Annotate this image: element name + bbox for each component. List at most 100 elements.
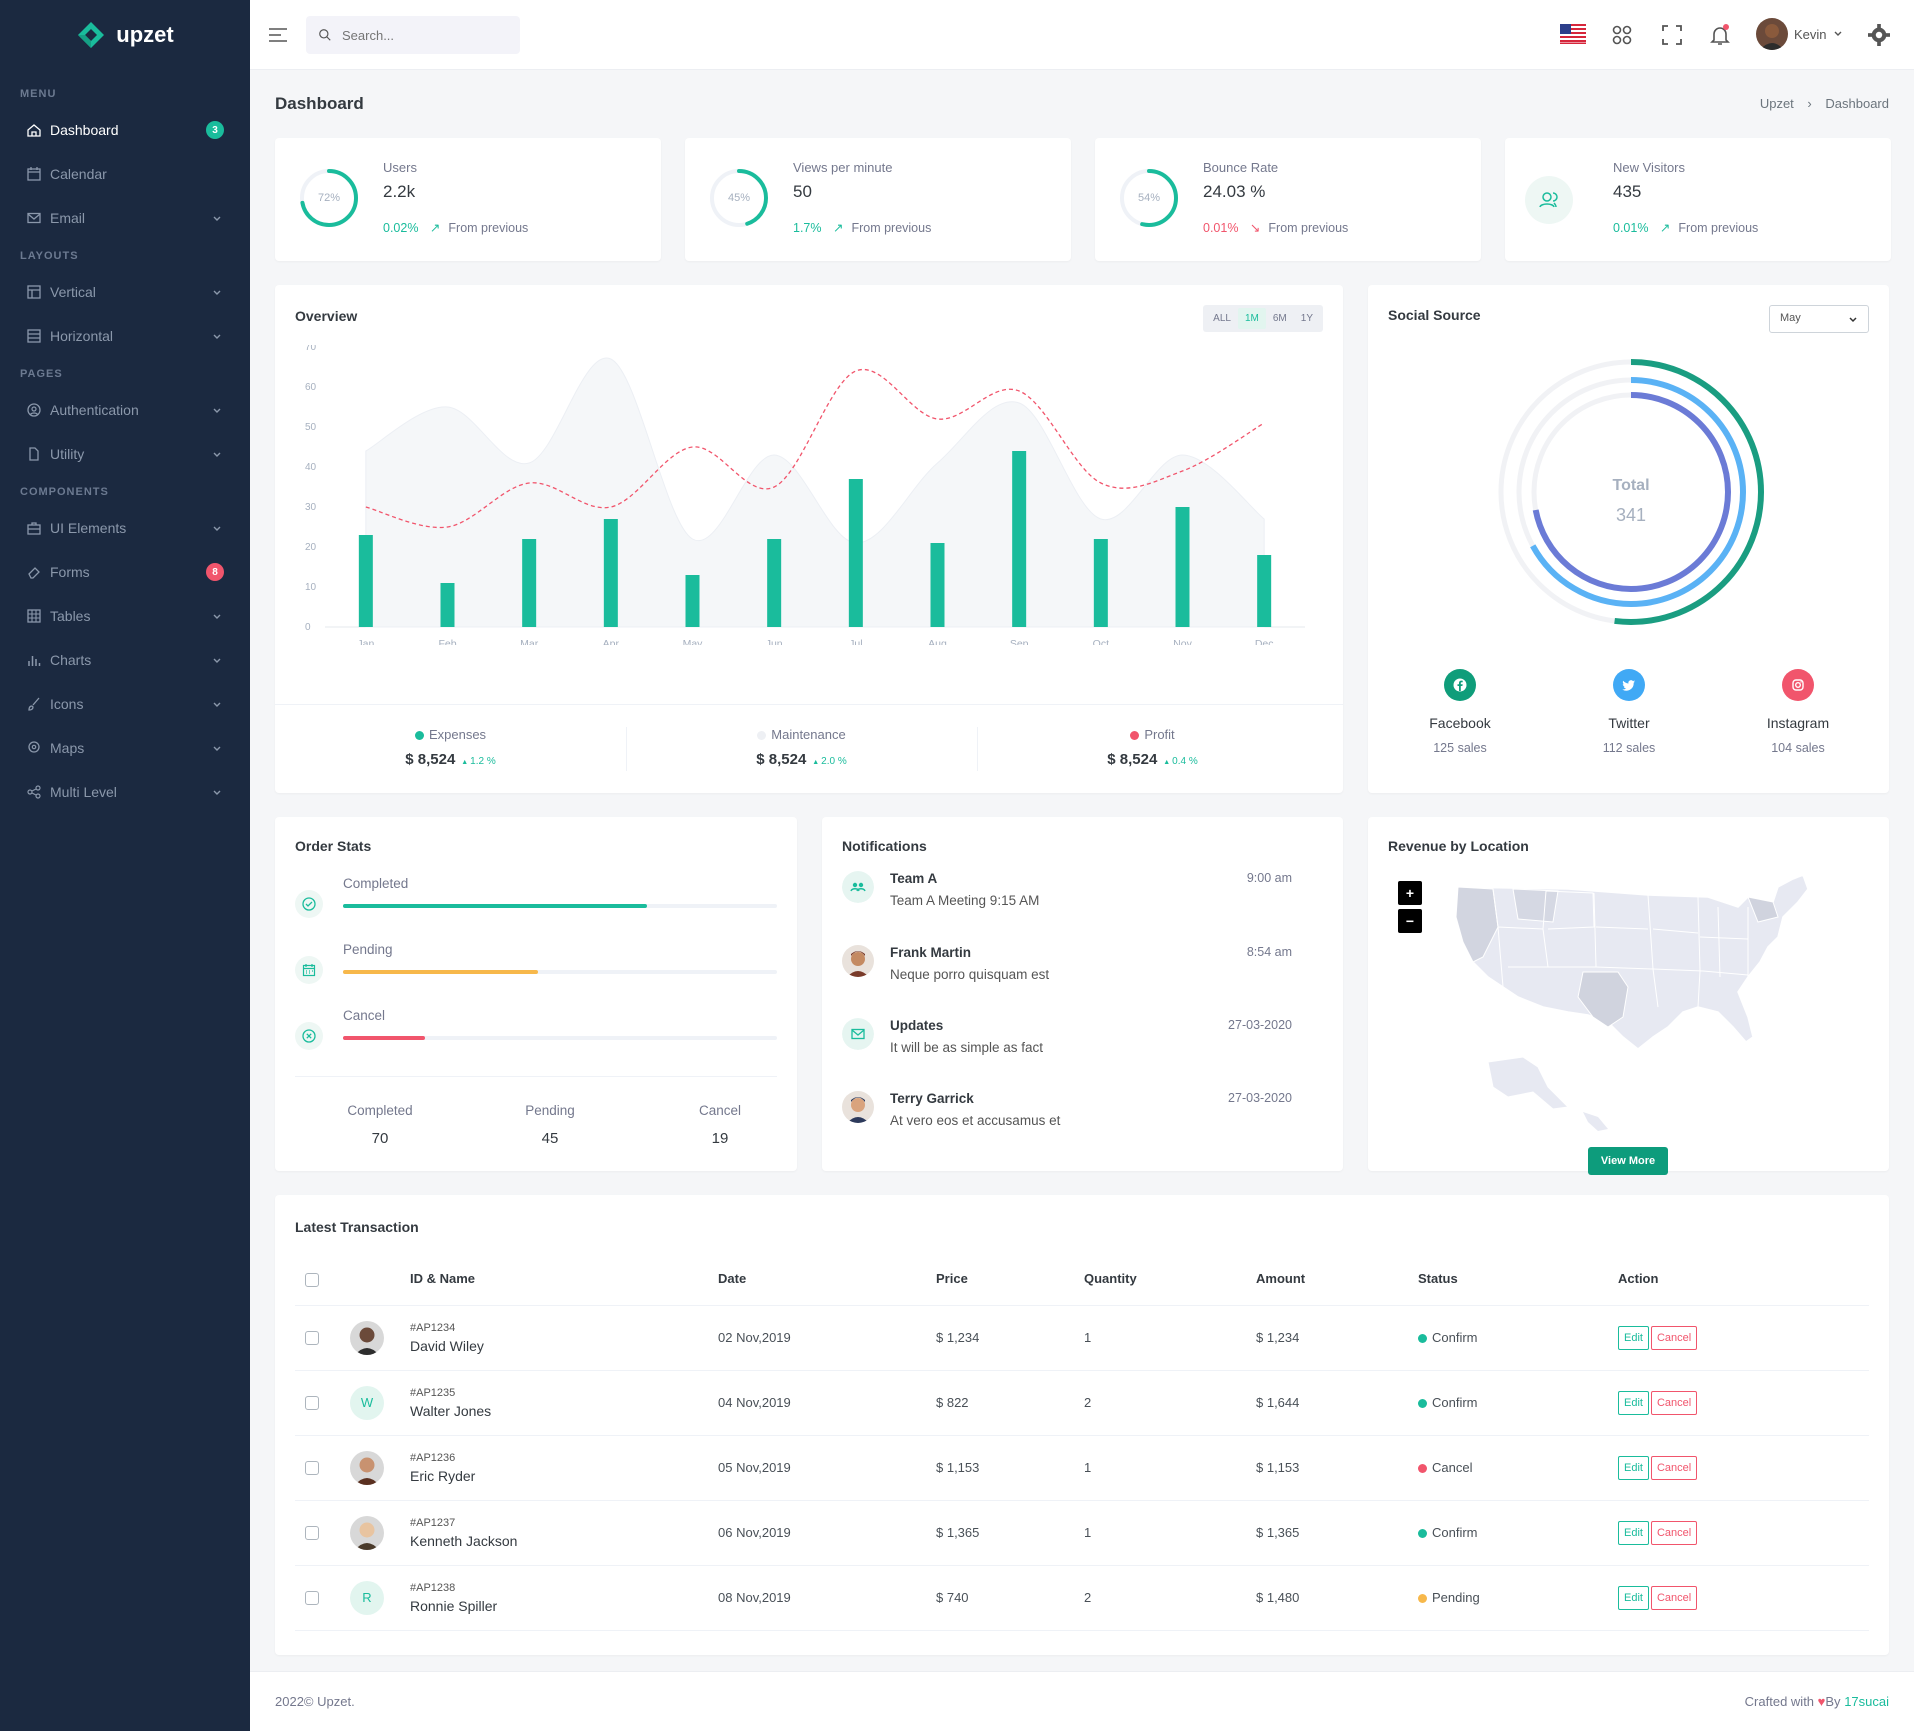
zoom-out-button[interactable]: −	[1398, 909, 1422, 933]
column-header[interactable]: Date	[718, 1253, 936, 1306]
zoom-in-button[interactable]: +	[1398, 881, 1422, 905]
edit-button[interactable]: Edit	[1618, 1455, 1649, 1480]
range-pill-1m[interactable]: 1M	[1237, 308, 1266, 329]
legend-dot	[1130, 731, 1140, 741]
instagram-icon	[1782, 669, 1814, 701]
logo[interactable]: upzet	[0, 0, 250, 70]
edit-button[interactable]: Edit	[1618, 1325, 1649, 1350]
row-checkbox[interactable]	[305, 1331, 319, 1346]
bar-expenses-jun[interactable]	[767, 539, 782, 627]
cancel-button[interactable]: Cancel	[1650, 1585, 1698, 1610]
row-checkbox[interactable]	[305, 1396, 319, 1411]
row-checkbox[interactable]	[305, 1526, 319, 1541]
notification-item[interactable]: Terry Garrick At vero eos et accusamus et…	[842, 1091, 1312, 1141]
range-pill-all[interactable]: ALL	[1213, 313, 1231, 324]
sidebar-item-vertical[interactable]: Vertical	[0, 270, 250, 314]
ring-twitter[interactable]	[1516, 377, 1746, 607]
table-row[interactable]: W #AP1235 Walter Jones 04 Nov,2019 $ 822 2 $ 1…	[295, 1370, 1869, 1436]
cancel-button[interactable]: Cancel	[1650, 1520, 1698, 1545]
sidebar-item-multi-level[interactable]: Multi Level	[0, 770, 250, 814]
social-item-twitter[interactable]: Twitter 112 sales	[1569, 669, 1689, 755]
table-row[interactable]: #AP1236 Eric Ryder 05 Nov,2019 $ 1,153 1 $ 1,…	[295, 1435, 1869, 1501]
user-menu[interactable]: Kevin	[1756, 18, 1843, 50]
column-header[interactable]: Status	[1418, 1253, 1618, 1306]
order-stat-completed: Completed	[295, 876, 777, 926]
month-select[interactable]: May	[1769, 305, 1869, 333]
avatar	[842, 945, 874, 977]
sidebar-item-charts[interactable]: Charts	[0, 638, 250, 682]
sidebar-item-forms[interactable]: Forms 8	[0, 550, 250, 594]
bar-expenses-sep[interactable]	[1012, 451, 1027, 627]
bar-expenses-oct[interactable]	[1093, 539, 1108, 627]
hamburger-icon[interactable]	[266, 23, 290, 47]
stat-value: 50	[793, 182, 812, 201]
edit-button[interactable]: Edit	[1618, 1520, 1649, 1545]
ring-facebook[interactable]	[1498, 359, 1764, 625]
sidebar-item-email[interactable]: Email	[0, 196, 250, 240]
sidebar-item-authentication[interactable]: Authentication	[0, 388, 250, 432]
select-all-checkbox[interactable]	[305, 1272, 319, 1287]
bell-icon[interactable]	[1708, 23, 1732, 47]
edit-button[interactable]: Edit	[1618, 1585, 1649, 1610]
breadcrumb-item[interactable]: Upzet	[1759, 96, 1794, 111]
column-header[interactable]: Price	[936, 1253, 1084, 1306]
bar-expenses-aug[interactable]	[930, 543, 945, 627]
search-input[interactable]	[342, 27, 502, 43]
sidebar-item-dashboard[interactable]: Dashboard 3	[0, 108, 250, 152]
fullscreen-icon[interactable]	[1660, 23, 1684, 47]
bar-expenses-dec[interactable]	[1257, 555, 1272, 627]
bar-expenses-apr[interactable]	[603, 519, 618, 627]
sidebar-item-ui-elements[interactable]: UI Elements	[0, 506, 250, 550]
row-checkbox[interactable]	[305, 1591, 319, 1606]
apps-grid-icon[interactable]	[1610, 23, 1634, 47]
table-row[interactable]: #AP1234 David Wiley 02 Nov,2019 $ 1,234 1 $ 1…	[295, 1305, 1869, 1371]
view-more-button[interactable]: View More	[1588, 1147, 1668, 1175]
ring-label: 54%	[1137, 192, 1161, 204]
row-checkbox[interactable]	[305, 1461, 319, 1476]
legend-expenses: Expenses $ 8,524 ▲ 1.2 %	[275, 705, 626, 793]
gear-icon[interactable]	[1868, 24, 1890, 46]
ring-instagram[interactable]	[1531, 392, 1731, 592]
cancel-button[interactable]: Cancel	[1650, 1455, 1698, 1480]
column-header[interactable]: Action	[1618, 1253, 1869, 1306]
bar-expenses-jul[interactable]	[848, 479, 863, 627]
flag-us-icon[interactable]	[1560, 24, 1586, 44]
bar-expenses-may[interactable]	[685, 575, 700, 627]
bar-expenses-mar[interactable]	[522, 539, 537, 627]
range-pill-6m[interactable]: 6M	[1272, 313, 1287, 324]
table-row[interactable]: #AP1237 Kenneth Jackson 06 Nov,2019 $ 1,365…	[295, 1500, 1869, 1566]
logo-mark-icon	[78, 22, 105, 48]
sidebar-item-maps[interactable]: Maps	[0, 726, 250, 770]
notification-item[interactable]: Frank Martin Neque porro quisquam est 8:54…	[842, 945, 1312, 995]
sidebar-item-icons[interactable]: Icons	[0, 682, 250, 726]
notification-item[interactable]: Team A Team A Meeting 9:15 AM 9:00 am	[842, 871, 1312, 921]
social-item-instagram[interactable]: Instagram 104 sales	[1738, 669, 1858, 755]
sidebar-item-horizontal[interactable]: Horizontal	[0, 314, 250, 358]
cancel-button[interactable]: Cancel	[1650, 1325, 1698, 1350]
author-link[interactable]: 17sucai	[1844, 1694, 1889, 1709]
sidebar-item-calendar[interactable]: Calendar	[0, 152, 250, 196]
social-sales: 125 sales	[1433, 741, 1487, 755]
mail-icon	[842, 1018, 874, 1050]
row-checkbox-cell	[295, 1435, 350, 1501]
sidebar-item-utility[interactable]: Utility	[0, 432, 250, 476]
bar-expenses-nov[interactable]	[1175, 507, 1190, 627]
transactions-title: Latest Transaction	[295, 1219, 419, 1235]
bar-expenses-jan[interactable]	[358, 535, 373, 627]
edit-button[interactable]: Edit	[1618, 1390, 1649, 1415]
notification-item[interactable]: Updates It will be as simple as fact 27-03…	[842, 1018, 1312, 1068]
us-map[interactable]	[1448, 867, 1818, 1137]
row-amount: $ 1,480	[1256, 1565, 1418, 1631]
table-row[interactable]: R #AP1238 Ronnie Spiller 08 Nov,2019 $ 740 2 $…	[295, 1565, 1869, 1631]
range-pill-1y[interactable]: 1Y	[1300, 313, 1313, 324]
column-header[interactable]: Amount	[1256, 1253, 1418, 1306]
sidebar-item-tables[interactable]: Tables	[0, 594, 250, 638]
cancel-button[interactable]: Cancel	[1650, 1390, 1698, 1415]
summary-label: Pending	[525, 1103, 575, 1118]
x-tick-label: Dec	[1255, 638, 1274, 645]
row-date: 04 Nov,2019	[718, 1370, 936, 1436]
column-header[interactable]: Quantity	[1084, 1253, 1256, 1306]
social-item-facebook[interactable]: Facebook 125 sales	[1400, 669, 1520, 755]
column-header[interactable]: ID & Name	[410, 1253, 718, 1306]
bar-expenses-feb[interactable]	[440, 583, 455, 627]
